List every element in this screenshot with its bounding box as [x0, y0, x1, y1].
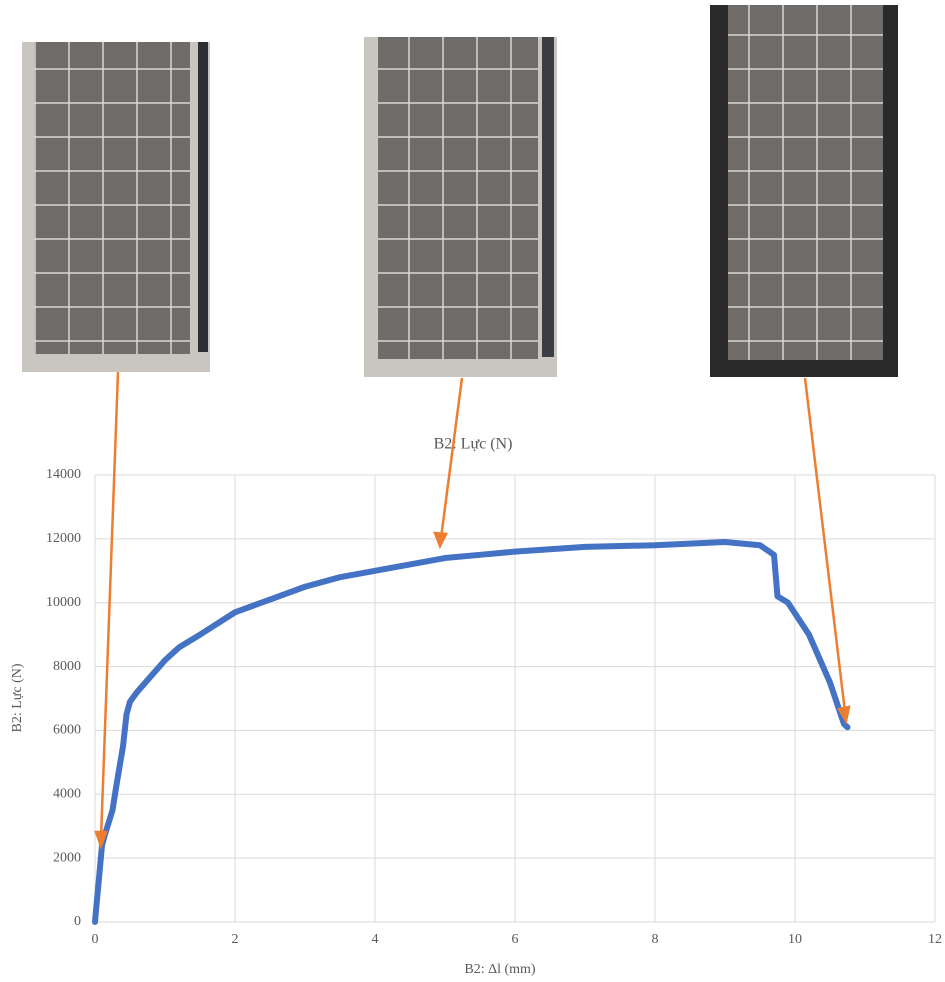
y-tick-label: 4000 — [53, 787, 81, 802]
x-axis-label: B2: Δl (mm) — [464, 962, 536, 977]
y-tick-label: 8000 — [53, 659, 81, 674]
photo — [728, 5, 883, 360]
x-tick-label: 4 — [372, 932, 379, 947]
y-tick-label: 14000 — [46, 467, 81, 482]
y-axis-label: B2: Lực (N) — [10, 663, 25, 732]
photo-edge — [198, 42, 208, 352]
arrow — [101, 372, 118, 838]
y-tick-label: 2000 — [53, 850, 81, 865]
x-tick-label: 6 — [512, 932, 519, 947]
arrow-head — [435, 533, 446, 546]
y-tick-label: 0 — [74, 914, 81, 929]
x-tick-label: 8 — [652, 932, 659, 947]
x-tick-label: 10 — [788, 932, 802, 947]
photo — [34, 42, 190, 354]
arrow — [805, 378, 845, 712]
y-tick-label: 12000 — [46, 531, 81, 546]
arrow — [441, 378, 462, 538]
x-tick-label: 12 — [928, 932, 942, 947]
photos — [22, 5, 898, 377]
chart-title: B2: Lực (N) — [434, 436, 513, 453]
y-tick-label: 6000 — [53, 723, 81, 738]
photo-edge — [542, 37, 554, 357]
x-tick-label: 2 — [232, 932, 239, 947]
y-tick-label: 10000 — [46, 595, 81, 610]
photo — [378, 37, 538, 359]
data-line — [95, 542, 848, 922]
chart: B2: Lực (N) B2: Δl (mm) B2: Lực (N) 0 200… — [0, 0, 945, 982]
x-tick-label: 0 — [92, 932, 99, 947]
